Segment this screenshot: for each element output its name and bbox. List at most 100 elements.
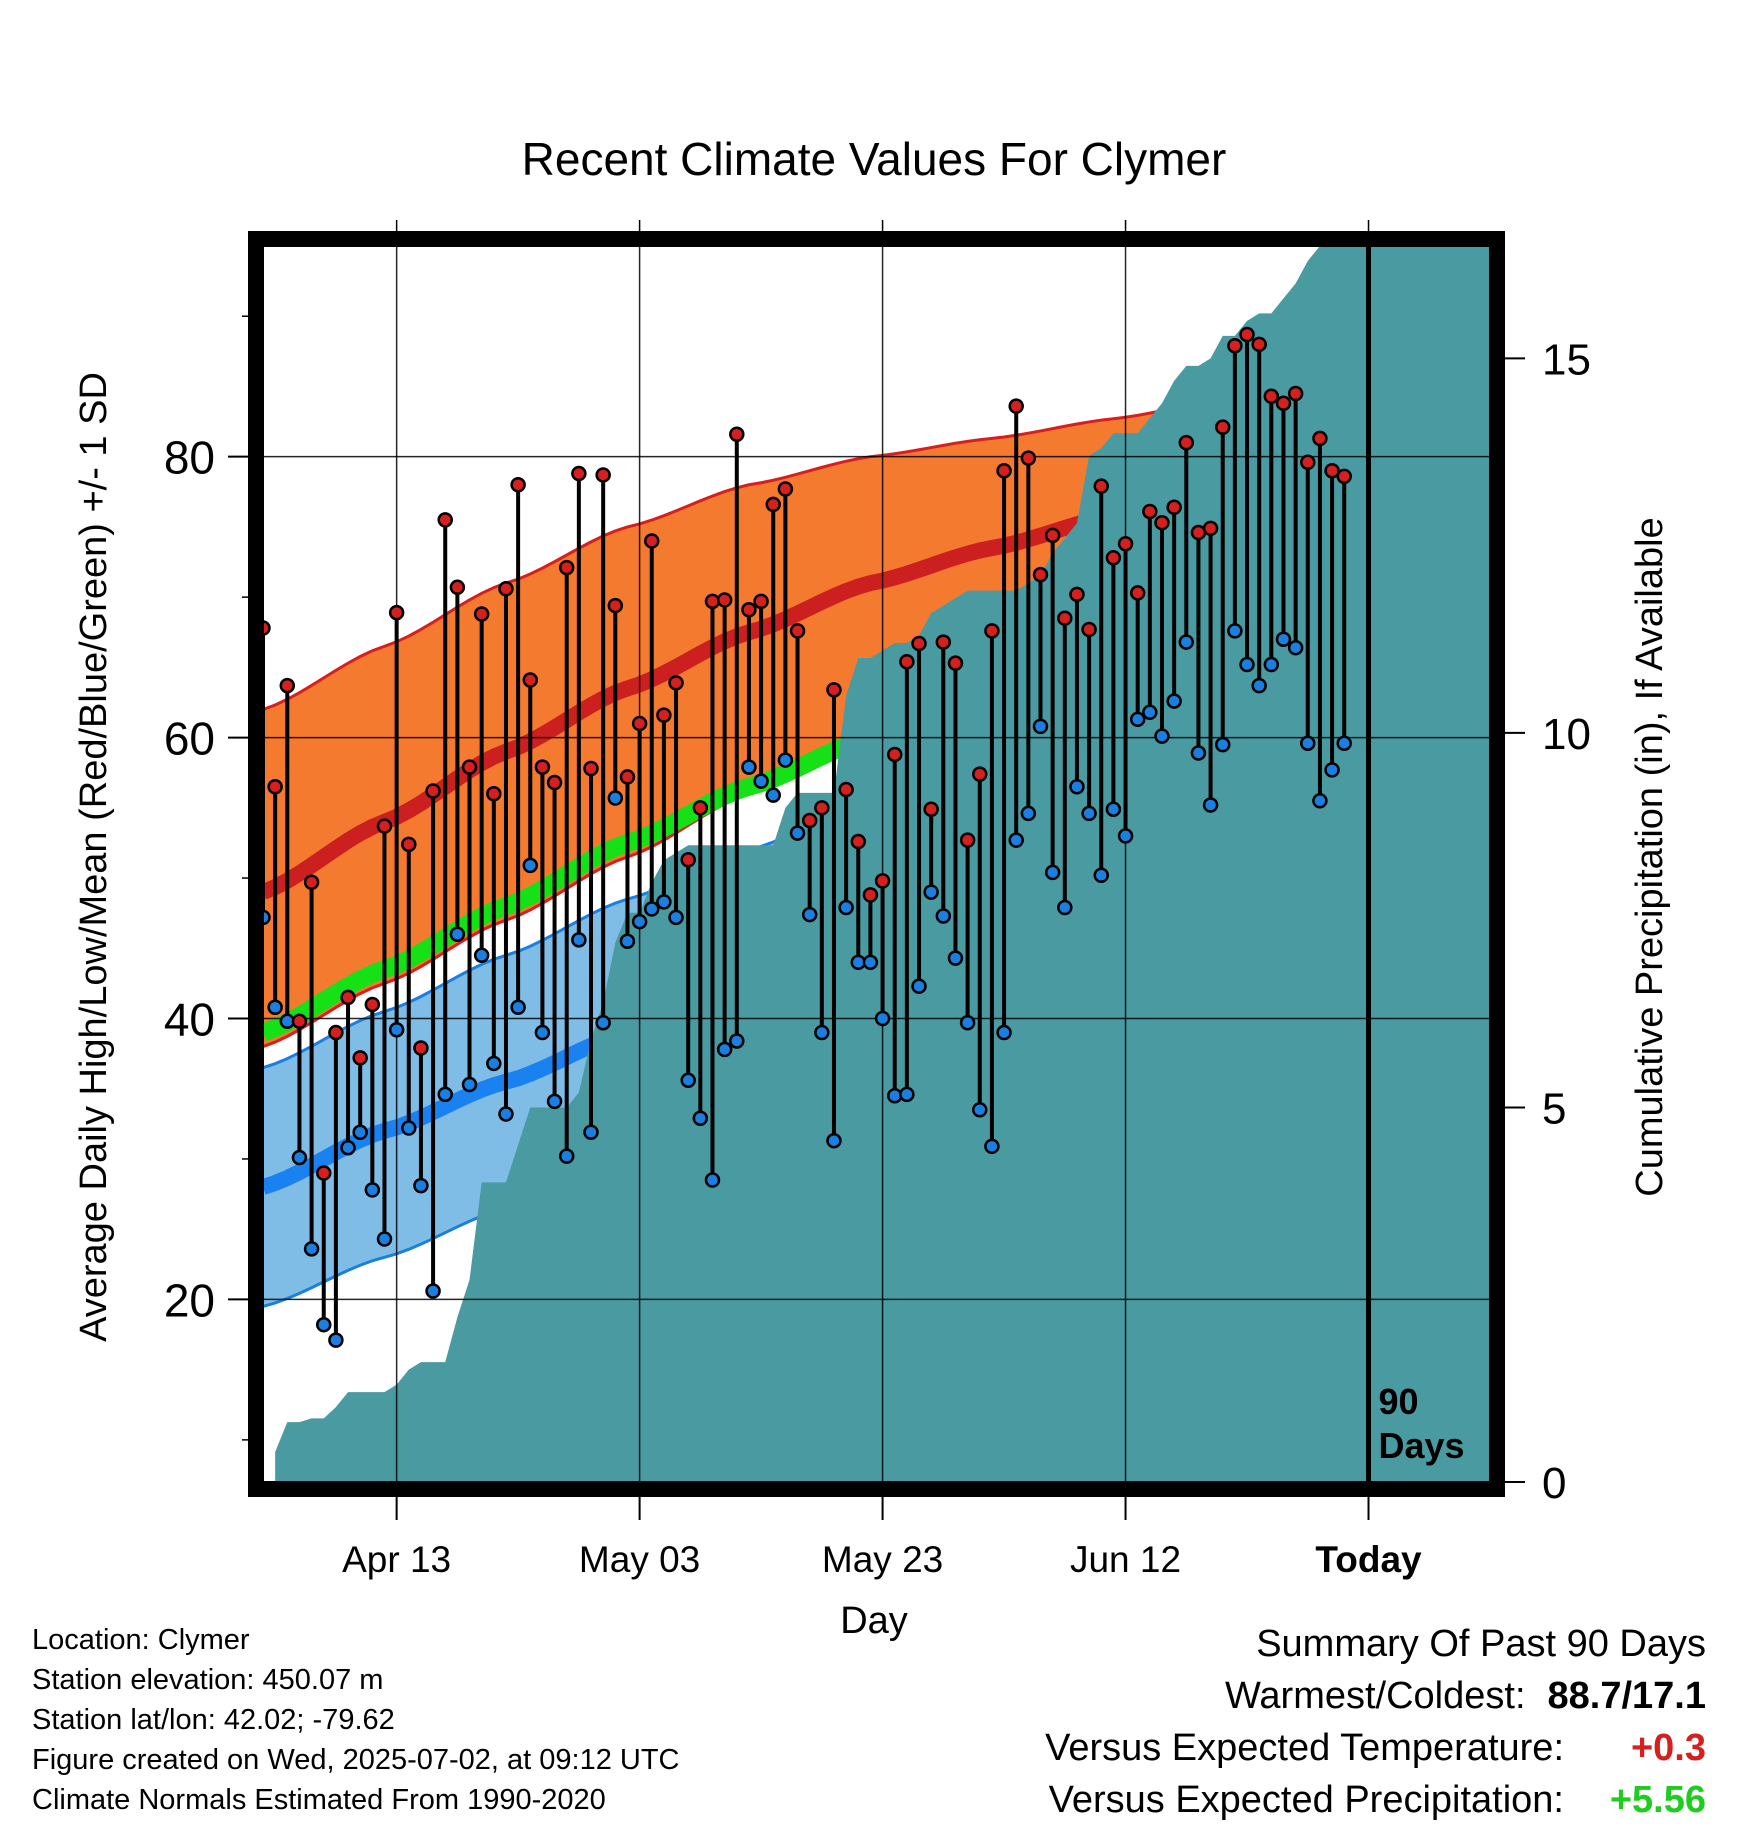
plot-frame xyxy=(248,231,1505,1497)
low-point xyxy=(461,1076,478,1093)
low-point xyxy=(1093,867,1109,883)
y-tick-label-left-1: 40 xyxy=(164,994,215,1046)
high-point xyxy=(692,800,709,816)
high-point xyxy=(1239,326,1255,343)
low-point xyxy=(996,1024,1012,1041)
high-point xyxy=(741,602,757,618)
low-point xyxy=(1312,793,1328,809)
low-point xyxy=(753,773,769,789)
high-point xyxy=(510,477,526,493)
summary-heading: Summary Of Past 90 Days xyxy=(1256,1623,1706,1665)
location-text: Location: Clymer xyxy=(32,1624,250,1656)
high-point xyxy=(376,818,393,834)
low-point xyxy=(741,759,757,775)
low-point xyxy=(1178,634,1195,650)
high-point xyxy=(996,462,1012,479)
y-tick-label-right-0: 0 xyxy=(1542,1459,1566,1508)
high-point xyxy=(1032,566,1049,583)
high-point xyxy=(826,682,842,698)
high-point xyxy=(1202,520,1219,537)
high-point xyxy=(1081,621,1097,638)
low-point xyxy=(1336,735,1352,751)
low-point xyxy=(315,1316,332,1333)
high-point xyxy=(984,623,1000,639)
high-point xyxy=(1251,336,1267,353)
summary-temp: Versus Expected Temperature: +0.3 xyxy=(1045,1722,1706,1774)
high-point xyxy=(1227,337,1243,354)
high-point xyxy=(425,783,441,799)
y-tick-label-left-2: 60 xyxy=(164,713,215,765)
high-point xyxy=(850,833,867,850)
low-point xyxy=(1069,779,1085,795)
high-point xyxy=(352,1050,368,1066)
y-tick-label-right-2: 10 xyxy=(1542,710,1591,759)
high-point xyxy=(935,634,952,650)
high-point xyxy=(364,996,381,1013)
high-point xyxy=(315,1165,332,1181)
low-point xyxy=(644,901,660,917)
low-point xyxy=(522,857,539,874)
low-point xyxy=(1227,623,1243,639)
low-point xyxy=(1263,656,1280,673)
low-point xyxy=(401,1120,417,1136)
x-tick-label-1: May 03 xyxy=(579,1539,700,1580)
high-point xyxy=(1166,499,1182,515)
high-point xyxy=(303,874,320,891)
low-point xyxy=(814,1024,830,1041)
high-point xyxy=(972,766,988,782)
high-point xyxy=(923,801,939,817)
elevation-text: Station elevation: 450.07 m xyxy=(32,1664,384,1696)
high-point xyxy=(461,759,478,775)
today-label-days: Days xyxy=(1379,1425,1465,1466)
x-tick-label-0: Apr 13 xyxy=(342,1539,451,1580)
high-point xyxy=(886,746,903,763)
high-point xyxy=(558,559,575,576)
high-point xyxy=(716,592,733,608)
high-point xyxy=(401,836,417,853)
low-point xyxy=(425,1283,441,1299)
high-point xyxy=(267,779,283,795)
low-point xyxy=(874,1010,891,1027)
low-point xyxy=(376,1231,393,1247)
high-point xyxy=(413,1040,429,1056)
low-point xyxy=(801,906,818,923)
precip-value: +5.56 xyxy=(1609,1779,1706,1821)
low-point xyxy=(692,1110,709,1126)
low-point xyxy=(1008,832,1024,848)
today-label-number: 90 xyxy=(1379,1381,1419,1422)
low-point xyxy=(449,926,466,942)
summary-precip: Versus Expected Precipitation: +5.56 xyxy=(1045,1774,1706,1826)
high-point xyxy=(1300,454,1316,471)
low-point xyxy=(1057,899,1073,916)
high-point xyxy=(1117,536,1134,552)
low-point xyxy=(959,1014,976,1031)
high-point xyxy=(814,800,830,816)
high-point xyxy=(449,579,466,596)
low-point xyxy=(1081,805,1097,822)
station-info: Location: Clymer Station elevation: 450.… xyxy=(32,1620,932,1820)
low-point xyxy=(777,752,794,768)
high-point xyxy=(680,852,696,868)
high-point xyxy=(777,481,794,497)
low-point xyxy=(534,1024,551,1041)
low-point xyxy=(473,947,490,964)
low-point xyxy=(1154,728,1170,744)
low-point xyxy=(498,1106,514,1122)
high-point xyxy=(765,496,781,513)
low-point xyxy=(303,1241,320,1257)
high-point xyxy=(1324,462,1340,479)
high-point xyxy=(644,533,660,549)
high-point xyxy=(486,786,502,802)
high-point xyxy=(1142,503,1158,520)
latlon-text: Station lat/lon: 42.02; -79.62 xyxy=(32,1704,395,1736)
low-point xyxy=(935,908,952,924)
high-point xyxy=(498,580,514,597)
high-point xyxy=(619,769,636,785)
high-point xyxy=(279,677,296,694)
low-point xyxy=(558,1148,575,1164)
low-point xyxy=(1044,864,1061,881)
high-point xyxy=(753,593,769,610)
low-point xyxy=(1190,745,1207,761)
high-point xyxy=(1044,527,1061,544)
